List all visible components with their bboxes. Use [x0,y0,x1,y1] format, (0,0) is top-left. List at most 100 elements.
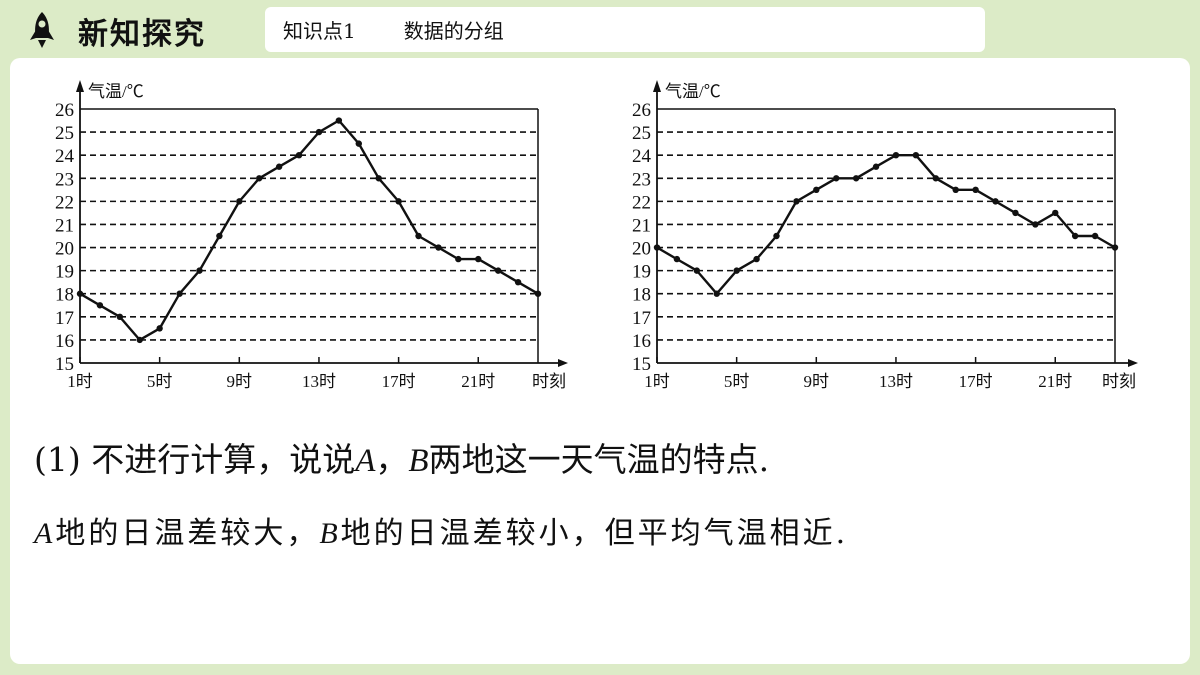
x-axis-title: 时刻 [1102,372,1136,391]
series-line [656,153,1116,295]
question-separator: ， [375,440,409,479]
data-point [932,175,939,182]
y-tick-label: 17 [55,308,74,329]
y-tick-label: 25 [55,123,74,144]
y-tick-label: 20 [55,239,74,260]
data-point [833,175,840,182]
series-line [79,119,539,342]
knowledge-point-name: 数据的分组 [403,19,504,43]
data-point [216,232,223,240]
x-tick-label: 9时 [227,372,253,391]
y-tick-label: 26 [55,100,74,121]
data-point [76,290,84,297]
question-place-a: A [355,443,376,479]
data-point [1091,232,1099,240]
y-axis-arrow [653,80,661,92]
y-tick-label: 19 [55,262,74,283]
data-point [1032,221,1039,228]
data-point [136,336,143,344]
data-point [813,186,820,194]
y-tick-label: 24 [632,146,652,167]
data-point [315,128,323,136]
data-point [395,198,402,205]
y-tick-label: 18 [55,285,74,306]
data-point [912,151,920,159]
rocket-logo-icon [30,12,54,48]
y-tick-label: 24 [55,146,75,167]
data-point [733,267,740,274]
data-point [275,163,283,170]
data-point [355,140,362,147]
x-tick-label: 13时 [302,372,336,391]
question-text: (1) 不进行计算，说说A，B两地这一天气温的特点. [34,433,769,481]
data-point [872,163,880,170]
data-point [96,302,104,309]
section-title: 新知探究 [78,17,206,52]
y-tick-label: 19 [632,262,651,283]
data-point [256,175,263,182]
data-point [992,198,999,205]
content-panel [10,58,1190,664]
x-axis-title: 时刻 [532,372,566,391]
data-point [793,198,800,205]
x-tick-label: 1时 [67,372,93,391]
x-tick-label: 21时 [461,372,495,391]
answer-text: A地的日温差较大，B地的日温差较小，但平均气温相近. [34,508,848,552]
question-prefix: (1) 不进行计算，说说 [34,440,356,479]
y-tick-label: 22 [632,192,651,213]
y-axis-title: 气温/℃ [665,82,721,101]
data-point [475,255,482,263]
y-tick-label: 16 [632,331,651,352]
data-point [335,117,343,124]
data-point [693,267,701,274]
data-point [892,151,900,159]
answer-place-b: B [319,517,341,550]
x-axis-arrow [1128,359,1138,367]
x-tick-label: 5时 [147,372,173,391]
data-point [713,290,720,297]
data-point [196,267,203,274]
data-point [852,175,860,182]
data-point [1111,244,1119,251]
y-tick-label: 25 [632,123,651,144]
answer-part1: 地的日温差较大， [55,516,320,551]
data-point [176,290,183,297]
knowledge-point-label: 知识点1 [283,19,356,43]
knowledge-point-bar: 知识点1 数据的分组 [265,7,985,52]
x-tick-label: 5时 [724,372,750,391]
y-axis-arrow [76,80,84,92]
x-tick-label: 17时 [959,372,993,391]
data-point [415,232,422,240]
y-tick-label: 21 [632,215,651,236]
y-tick-label: 22 [55,192,74,213]
y-tick-label: 21 [55,215,74,236]
y-tick-label: 17 [632,308,651,329]
data-point [375,175,382,182]
y-tick-label: 23 [55,169,74,190]
x-tick-label: 9时 [804,372,830,391]
data-point [1052,209,1059,217]
x-axis-arrow [558,359,568,367]
y-axis-title: 气温/℃ [88,82,144,101]
x-tick-label: 21时 [1038,372,1072,391]
data-point [653,244,661,251]
y-tick-label: 20 [632,239,651,260]
answer-place-a: A [34,517,56,550]
data-point [156,325,163,332]
y-tick-label: 26 [632,100,651,121]
data-point [1012,209,1019,217]
question-suffix: 两地这一天气温的特点. [428,440,770,479]
y-tick-label: 23 [632,169,651,190]
question-place-b: B [408,443,429,479]
data-point [295,151,303,159]
x-tick-label: 17时 [382,372,416,391]
data-point [455,255,462,263]
y-tick-label: 15 [55,354,74,375]
x-tick-label: 1时 [644,372,670,391]
data-point [1071,232,1079,240]
data-point [116,313,124,321]
y-tick-label: 15 [632,354,651,375]
